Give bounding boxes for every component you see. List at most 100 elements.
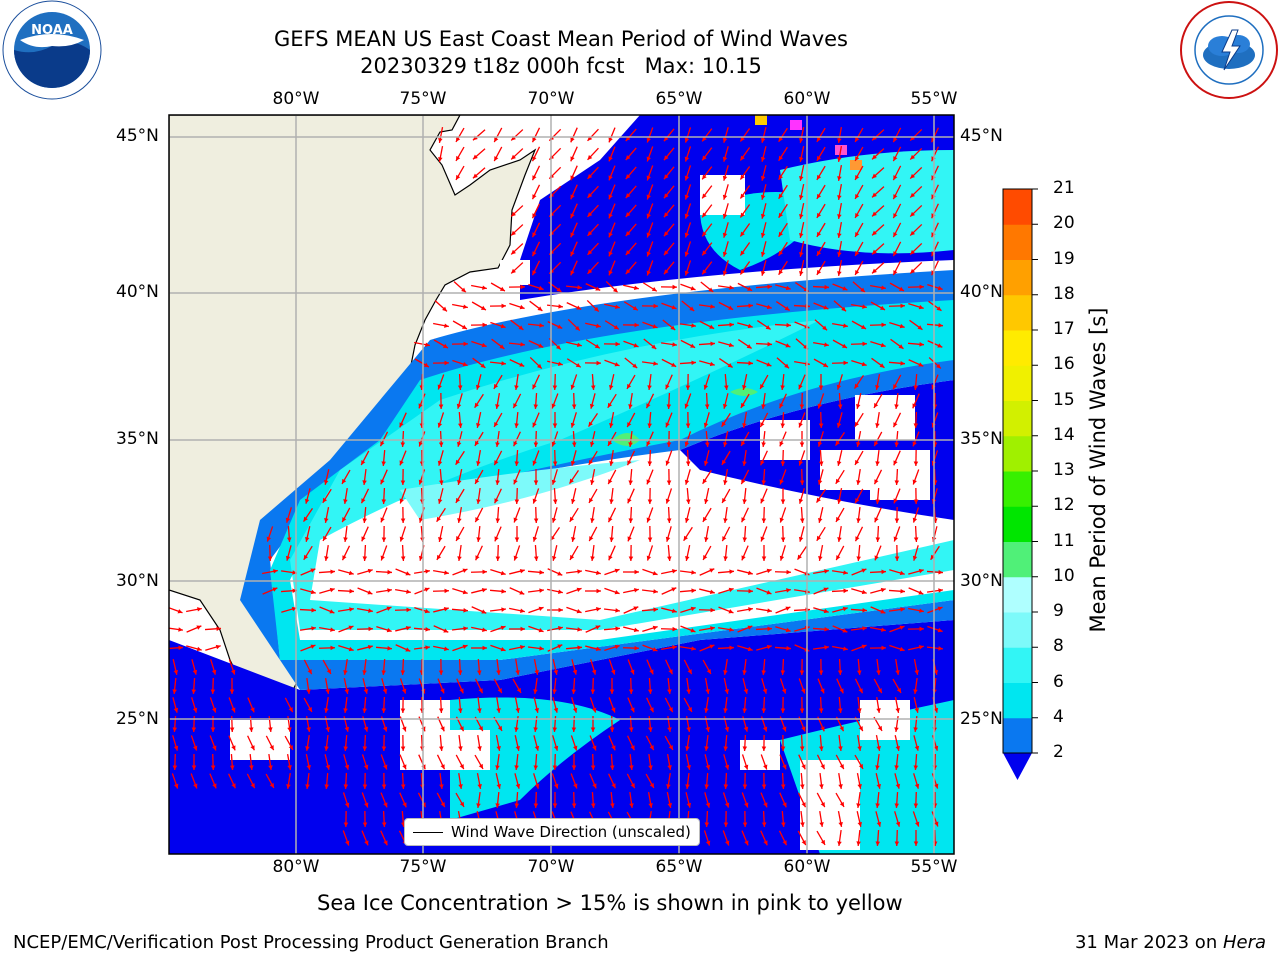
wind-wave-arrow [699, 360, 715, 367]
lon-label-top-60w: 60°W [783, 89, 831, 109]
wind-wave-arrow [704, 696, 709, 714]
wind-wave-arrow [586, 299, 600, 313]
wind-wave-arrow [623, 569, 639, 575]
wind-wave-arrow [528, 625, 544, 633]
wind-wave-arrow [759, 374, 769, 390]
wind-wave-arrow [529, 356, 543, 370]
wind-wave-arrow [816, 754, 826, 770]
wind-wave-arrow [836, 412, 843, 428]
wind-wave-arrow [399, 792, 407, 808]
colorbar-tick-label: 2 [1053, 742, 1064, 762]
wind-wave-arrow [436, 545, 446, 561]
wind-wave-arrow [740, 469, 750, 485]
wind-wave-arrow [209, 773, 217, 789]
wind-wave-arrow [701, 223, 713, 237]
lat-label-left-35n: 35°N [116, 429, 159, 449]
wind-wave-arrow [381, 658, 386, 676]
wind-wave-arrow [527, 323, 545, 328]
no-data-patch-7 [800, 760, 860, 850]
wind-wave-arrow [627, 697, 635, 713]
wind-wave-arrow [854, 260, 864, 276]
wind-wave-arrow [684, 393, 692, 409]
wind-wave-arrow [588, 450, 598, 466]
wind-wave-arrow [513, 507, 521, 523]
wind-wave-arrow [342, 792, 350, 808]
wind-wave-arrow [362, 734, 368, 752]
wind-wave-arrow [913, 449, 919, 467]
wind-wave-arrow [343, 734, 348, 752]
wind-wave-arrow [666, 772, 671, 790]
wind-wave-arrow [719, 357, 733, 369]
wind-wave-arrow [646, 241, 654, 257]
wind-wave-arrow [888, 607, 906, 612]
wind-wave-arrow [723, 469, 729, 485]
wind-wave-arrow [434, 300, 448, 312]
wind-wave-arrow [609, 753, 615, 771]
wind-wave-arrow [704, 734, 709, 752]
wind-wave-arrow [816, 203, 826, 219]
wind-wave-arrow [474, 431, 484, 447]
wind-wave-arrow [533, 773, 540, 789]
wind-wave-arrow [819, 734, 824, 752]
wind-wave-arrow [908, 359, 924, 367]
wind-wave-arrow [341, 545, 351, 561]
wind-wave-arrow [400, 430, 406, 448]
wind-wave-arrow [513, 431, 521, 447]
wind-wave-arrow [589, 697, 597, 713]
wind-wave-arrow [318, 569, 336, 575]
wind-wave-arrow [585, 322, 601, 329]
wind-wave-arrow [760, 146, 767, 162]
wind-wave-arrow [319, 587, 335, 594]
wind-wave-arrow [665, 412, 673, 428]
wind-wave-arrow [701, 204, 713, 218]
wind-wave-arrow [322, 526, 332, 542]
wind-wave-arrow [627, 659, 635, 675]
wind-wave-arrow [662, 319, 676, 331]
colorbar-cell-14-15 [1003, 400, 1032, 437]
wind-wave-arrow [661, 607, 677, 614]
wind-wave-arrow [458, 411, 463, 429]
wind-wave-arrow [628, 430, 633, 448]
wind-wave-arrow [888, 361, 906, 366]
wind-wave-arrow [394, 607, 412, 613]
wind-wave-arrow [737, 569, 753, 576]
wind-wave-arrow [381, 772, 387, 790]
lat-label-left-30n: 30°N [116, 571, 159, 591]
wind-wave-arrow [453, 281, 467, 293]
wind-wave-arrow [740, 393, 750, 409]
wind-wave-arrow [531, 203, 541, 219]
wind-wave-arrow [626, 374, 636, 390]
wind-wave-arrow [285, 507, 292, 523]
wind-wave-arrow [756, 303, 772, 310]
wind-wave-arrow [375, 588, 393, 593]
wind-wave-arrow [761, 392, 766, 410]
wind-wave-arrow [585, 625, 601, 633]
wind-wave-arrow [856, 431, 862, 447]
wind-wave-arrow [645, 393, 655, 409]
wind-wave-arrow [533, 791, 539, 809]
wind-wave-arrow [395, 644, 411, 652]
wind-wave-arrow [509, 302, 525, 310]
wind-wave-arrow [319, 606, 335, 614]
wind-wave-arrow [395, 588, 411, 594]
wind-wave-arrow [761, 678, 768, 694]
wind-wave-arrow [742, 412, 748, 428]
wind-wave-arrow [894, 829, 900, 847]
wind-wave-arrow [623, 588, 639, 594]
wind-wave-arrow [570, 127, 578, 143]
wind-wave-arrow [209, 697, 217, 713]
wind-wave-arrow [362, 544, 368, 562]
wind-wave-arrow [566, 341, 582, 348]
wind-wave-arrow [533, 659, 539, 675]
wind-wave-arrow [894, 468, 900, 486]
wind-wave-arrow [452, 359, 468, 367]
wind-wave-arrow [608, 146, 616, 162]
wind-wave-arrow [799, 222, 805, 238]
colorbar-tick-label: 20 [1053, 213, 1075, 234]
legend-line-swatch [413, 831, 443, 833]
wind-wave-arrow [874, 545, 882, 561]
wind-wave-arrow [684, 203, 692, 219]
wind-wave-arrow [702, 545, 712, 561]
wind-wave-arrow [490, 644, 506, 652]
wind-wave-arrow [889, 569, 905, 576]
